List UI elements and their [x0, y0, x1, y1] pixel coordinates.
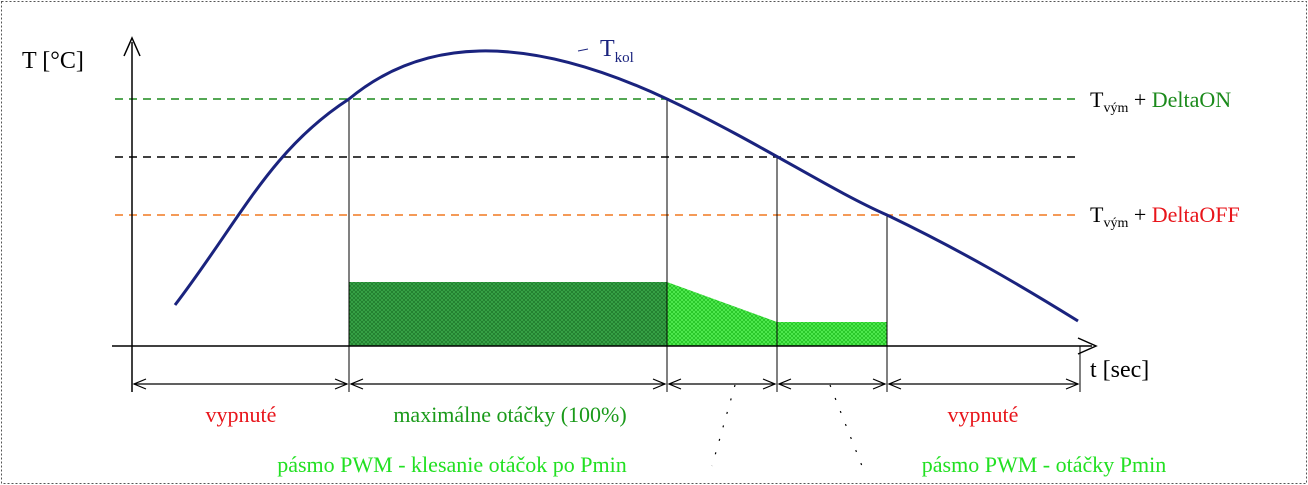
- segment-max-speed-label: maximálne otáčky (100%): [393, 402, 626, 427]
- curve-label-leader: [577, 48, 589, 52]
- collector-temperature-curve: [173, 49, 1079, 323]
- segment-off-left-label: vypnuté: [206, 402, 277, 427]
- segment-dimension-line: [132, 378, 1080, 390]
- pwm-min-area: [777, 322, 887, 346]
- x-axis-arrow: [1077, 337, 1098, 355]
- segment-pwm-min-label: pásmo PWM - otáčky Pmin: [922, 452, 1166, 477]
- delta-off-label: Tvým + DeltaOFF: [1090, 202, 1240, 231]
- pwm-ramp-leader: [711, 384, 736, 467]
- y-axis-arrow: [123, 36, 141, 57]
- delta-on-label: Tvým + DeltaON: [1090, 87, 1231, 116]
- x-axis-label: t [sec]: [1090, 357, 1149, 383]
- segment-off-right-label: vypnuté: [948, 402, 1019, 427]
- segment-pwm-ramp-label: pásmo PWM - klesanie otáčok po Pmin: [277, 452, 627, 477]
- y-axis-label: T [°C]: [22, 48, 84, 74]
- max-speed-area: [349, 282, 667, 346]
- pwm-min-leader: [829, 384, 863, 467]
- curve-label: Tkol: [600, 36, 634, 66]
- pwm-ramp-area: [667, 282, 777, 346]
